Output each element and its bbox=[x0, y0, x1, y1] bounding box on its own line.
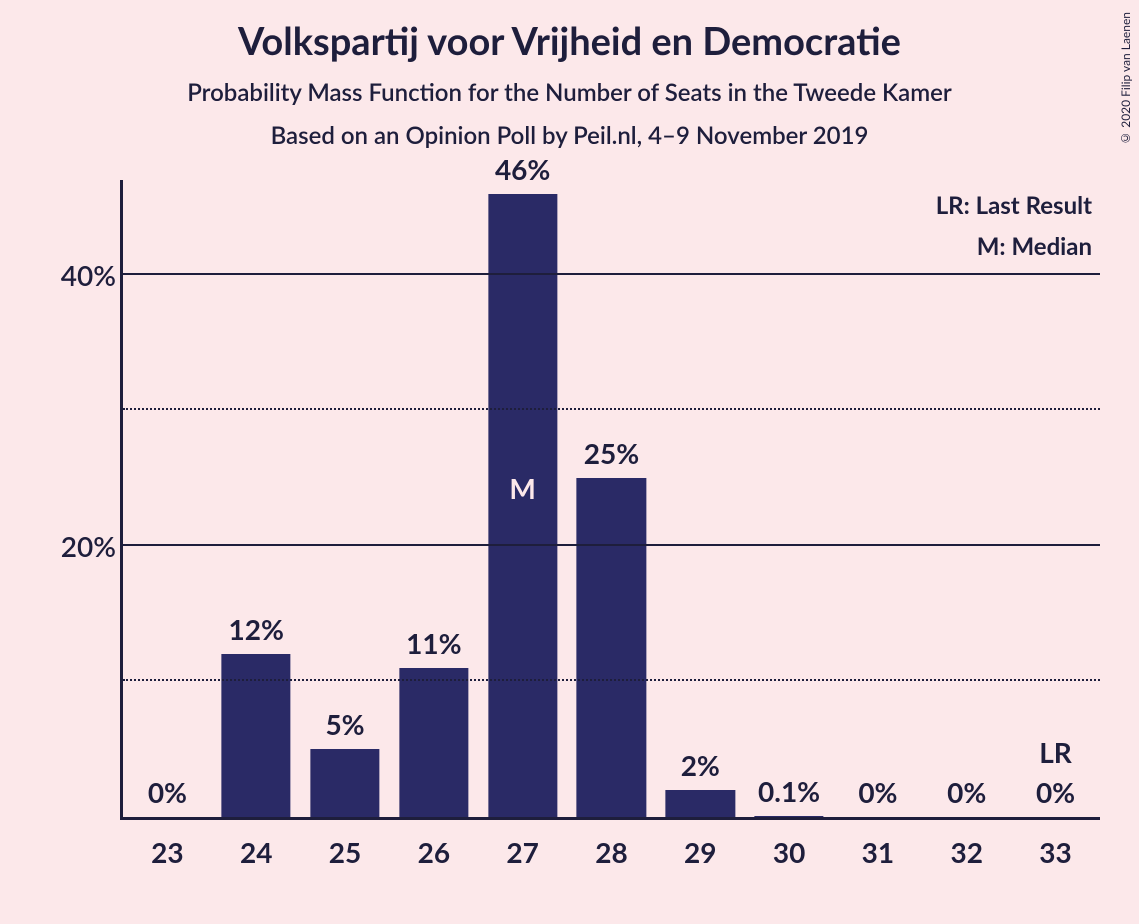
x-tick-label: 32 bbox=[950, 835, 982, 869]
x-tick-label: 23 bbox=[151, 835, 183, 869]
bar-slot: 0%32 bbox=[922, 180, 1011, 817]
x-tick-label: 31 bbox=[862, 835, 894, 869]
y-tick-label: 20% bbox=[46, 529, 116, 563]
copyright-text: © 2020 Filip van Laenen bbox=[1118, 12, 1133, 146]
bar bbox=[310, 749, 379, 817]
bar-value-label: 25% bbox=[584, 436, 639, 470]
gridline bbox=[123, 679, 1100, 681]
bar-slot: 0%31 bbox=[834, 180, 923, 817]
bar-value-label: 0% bbox=[148, 775, 187, 809]
y-tick-label: 40% bbox=[46, 258, 116, 292]
x-tick-label: 29 bbox=[684, 835, 716, 869]
bar-value-label: 0% bbox=[858, 775, 897, 809]
bar-slot: 11%26 bbox=[389, 180, 478, 817]
bar-slot: 12%24 bbox=[212, 180, 301, 817]
median-marker: M bbox=[509, 471, 535, 505]
bar bbox=[399, 668, 468, 817]
chart-title: Volkspartij voor Vrijheid en Democratie bbox=[0, 0, 1139, 64]
bar-slot: 2%29 bbox=[656, 180, 745, 817]
chart-container: LR: Last Result M: Median 0%2312%245%251… bbox=[40, 180, 1100, 880]
bar-slot: 25%28 bbox=[567, 180, 656, 817]
bar-slot: 0%LR33 bbox=[1011, 180, 1100, 817]
bar-value-label: 2% bbox=[681, 748, 720, 782]
x-tick-label: 27 bbox=[506, 835, 538, 869]
x-tick-label: 30 bbox=[773, 835, 805, 869]
gridline bbox=[123, 408, 1100, 410]
bar bbox=[577, 478, 646, 817]
bar-value-label: 11% bbox=[406, 626, 461, 660]
bar-slot: 46%M27 bbox=[478, 180, 567, 817]
chart-subtitle-2: Based on an Opinion Poll by Peil.nl, 4–9… bbox=[0, 121, 1139, 150]
last-result-marker: LR bbox=[1039, 735, 1072, 769]
bar-value-label: 0% bbox=[1036, 775, 1075, 809]
x-tick-label: 33 bbox=[1039, 835, 1071, 869]
x-tick-label: 28 bbox=[595, 835, 627, 869]
bar-slot: 0.1%30 bbox=[745, 180, 834, 817]
bar-slot: 0%23 bbox=[123, 180, 212, 817]
bar-value-label: 46% bbox=[495, 152, 550, 186]
bar bbox=[754, 816, 823, 817]
bar-value-label: 5% bbox=[325, 707, 364, 741]
plot-area: LR: Last Result M: Median 0%2312%245%251… bbox=[120, 180, 1100, 820]
bar-slot: 5%25 bbox=[301, 180, 390, 817]
x-tick-label: 26 bbox=[418, 835, 450, 869]
x-tick-label: 25 bbox=[329, 835, 361, 869]
bar-value-label: 12% bbox=[229, 612, 284, 646]
gridline bbox=[123, 544, 1100, 546]
bar-value-label: 0% bbox=[947, 775, 986, 809]
gridline bbox=[123, 273, 1100, 275]
bar-value-label: 0.1% bbox=[758, 774, 820, 808]
bars-group: 0%2312%245%2511%2646%M2725%282%290.1%300… bbox=[123, 180, 1100, 817]
x-tick-label: 24 bbox=[240, 835, 272, 869]
bar bbox=[488, 194, 557, 817]
chart-subtitle-1: Probability Mass Function for the Number… bbox=[0, 78, 1139, 107]
bar bbox=[666, 790, 735, 817]
